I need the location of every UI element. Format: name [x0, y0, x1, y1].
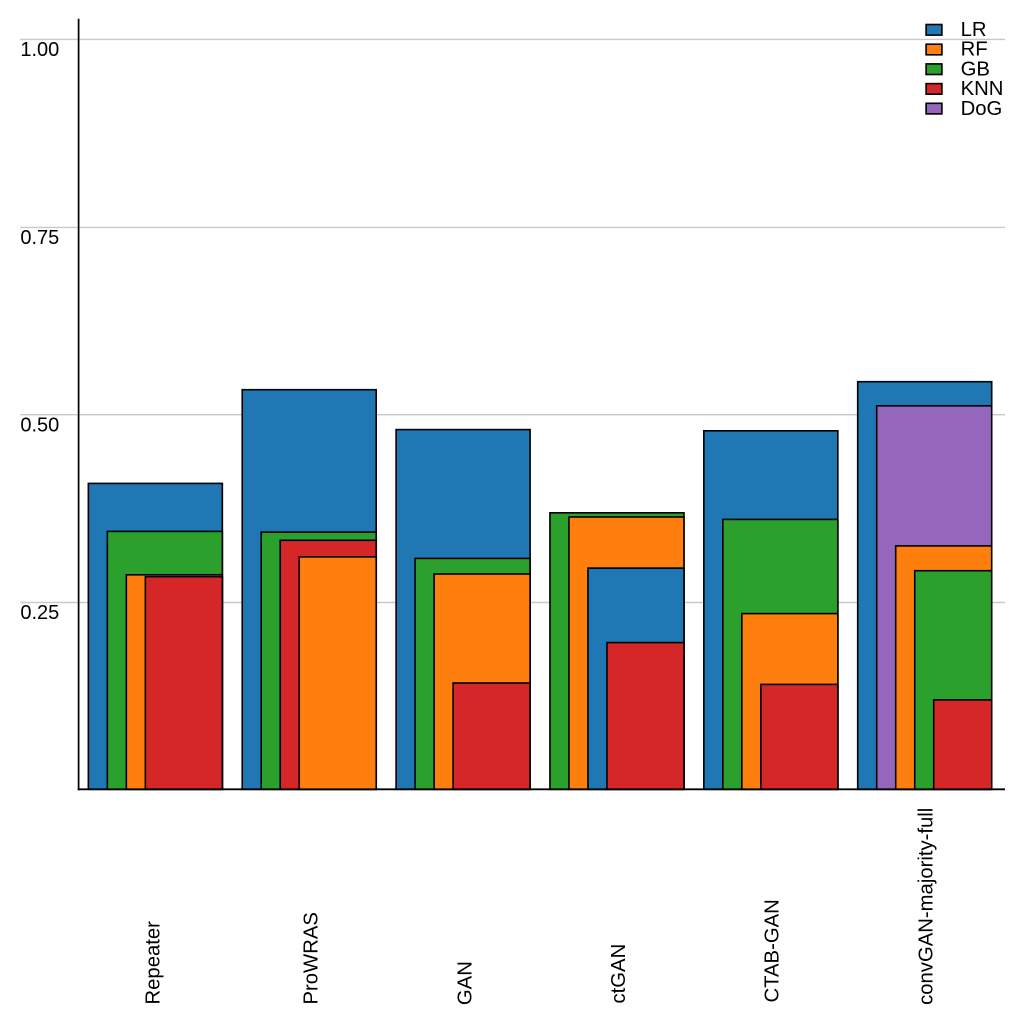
svg-text:0.25: 0.25 — [20, 602, 59, 624]
svg-text:LR: LR — [961, 19, 987, 41]
svg-text:0.75: 0.75 — [20, 227, 59, 249]
svg-text:1.00: 1.00 — [20, 39, 59, 61]
svg-text:KNN: KNN — [961, 78, 1004, 100]
svg-text:DoG: DoG — [961, 98, 1003, 120]
svg-text:ctGAN: ctGAN — [608, 944, 630, 1004]
svg-text:RF: RF — [961, 39, 988, 61]
svg-text:CTAB-GAN: CTAB-GAN — [762, 899, 784, 1002]
svg-text:Repeater: Repeater — [143, 921, 165, 1005]
svg-text:0.50: 0.50 — [20, 414, 59, 436]
svg-text:GAN: GAN — [454, 961, 476, 1005]
svg-text:GB: GB — [961, 58, 990, 80]
svg-text:ProWRAS: ProWRAS — [300, 912, 322, 1004]
svg-text:convGAN-majority-full: convGAN-majority-full — [916, 808, 938, 1005]
